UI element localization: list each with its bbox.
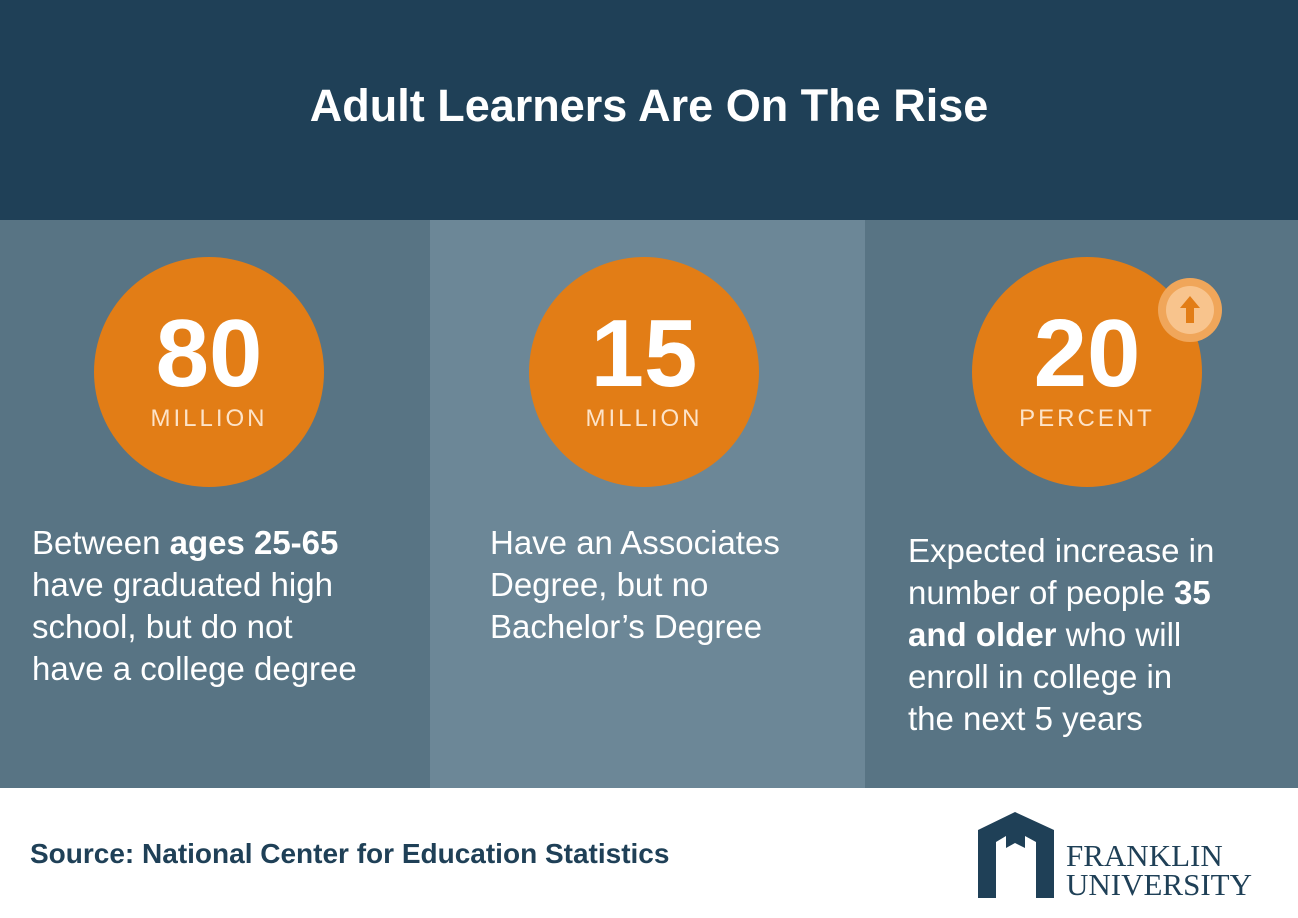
logo-line1: FRANKLIN — [1066, 838, 1223, 873]
text-segment: 35 — [1174, 574, 1211, 611]
description-line: enroll in college in — [908, 656, 1214, 698]
description-line: Expected increase in — [908, 530, 1214, 572]
description: Expected increase in number of people 35 a… — [908, 530, 1214, 740]
description: Have an Associates Degree, but no Bachelor… — [490, 522, 780, 648]
text-segment: who will — [1056, 616, 1182, 653]
description-line: Have an Associates — [490, 522, 780, 564]
text-segment: school, but do not — [32, 608, 293, 645]
text-segment: Expected increase in — [908, 532, 1215, 569]
arrow-icon — [1180, 296, 1200, 323]
stat-circle: 80 MILLION — [94, 257, 324, 487]
text-segment: and older — [908, 616, 1057, 653]
description-line: the next 5 years — [908, 698, 1214, 740]
arrow-badge — [1158, 278, 1222, 342]
text-segment: Between — [32, 524, 170, 561]
logo-line2: UNIVERSITY — [1066, 867, 1252, 902]
panel: 15 MILLION Have an Associates Degree, but n… — [430, 220, 865, 788]
stat-unit: PERCENT — [1019, 405, 1155, 432]
text-segment: have a college degree — [32, 650, 357, 687]
arrow-inner — [1166, 286, 1214, 334]
source: Source: National Center for Education St… — [30, 838, 670, 869]
description-line: number of people 35 — [908, 572, 1214, 614]
title: Adult Learners Are On The Rise — [309, 80, 989, 131]
stat-number: 15 — [590, 300, 698, 407]
description: Between ages 25-65 have graduated high sch… — [32, 522, 357, 690]
text-segment: number of people — [908, 574, 1175, 611]
stat-unit: MILLION — [585, 405, 703, 432]
logo: FRANKLIN UNIVERSITY — [978, 812, 1252, 902]
text-segment: Degree, but no — [490, 566, 709, 603]
stat-number: 80 — [155, 300, 263, 407]
description-line: Between ages 25-65 — [32, 522, 357, 564]
description-line: have graduated high — [32, 564, 357, 606]
description-line: Bachelor’s Degree — [490, 606, 780, 648]
text-segment: Have an Associates — [490, 524, 780, 561]
panel: 20 PERCENT Expected increase in number of p… — [865, 220, 1298, 788]
text-segment: Bachelor’s Degree — [490, 608, 763, 645]
stat-unit: MILLION — [150, 405, 268, 432]
text-segment: have graduated high — [32, 566, 333, 603]
description-line: and older who will — [908, 614, 1214, 656]
description-line: Degree, but no — [490, 564, 780, 606]
header: Adult Learners Are On The Rise — [0, 0, 1298, 220]
stat-circle: 15 MILLION — [529, 257, 759, 487]
stat-number: 20 — [1033, 300, 1141, 407]
description-line: school, but do not — [32, 606, 357, 648]
text-segment: ages 25-65 — [169, 524, 339, 561]
text-segment: the next 5 years — [908, 700, 1143, 737]
stat-circle: 20 PERCENT — [972, 257, 1202, 487]
description-line: have a college degree — [32, 648, 357, 690]
text-segment: enroll in college in — [908, 658, 1173, 695]
logo-mark-inner — [1006, 843, 1025, 898]
panel: 80 MILLION Between ages 25-65 have graduate… — [0, 220, 430, 788]
